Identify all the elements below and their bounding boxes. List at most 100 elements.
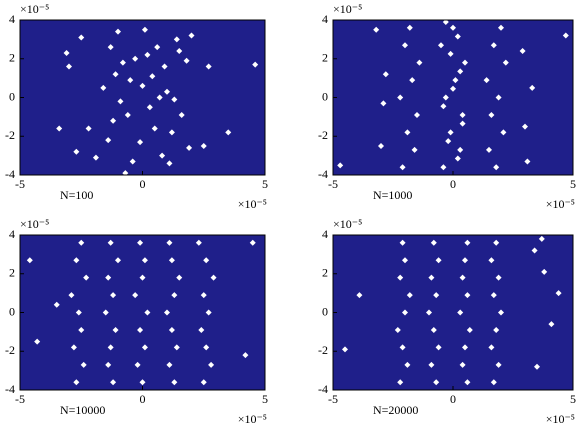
- data-point: [488, 257, 495, 264]
- data-point: [459, 361, 466, 368]
- data-point: [430, 326, 437, 333]
- plot-area: [333, 235, 573, 390]
- data-point: [164, 88, 170, 95]
- data-point: [203, 257, 210, 264]
- y-tick-label: 2: [9, 266, 15, 280]
- data-point: [457, 68, 464, 75]
- data-point: [397, 274, 404, 281]
- data-point: [538, 235, 545, 242]
- x-tick-label: 0: [140, 177, 146, 191]
- y-tick-label: -4: [5, 382, 15, 396]
- y-tick-label: -2: [318, 128, 328, 142]
- data-point: [141, 344, 148, 351]
- data-point: [80, 361, 87, 368]
- data-point: [139, 274, 146, 281]
- y-multiplier: ×10⁻⁵: [333, 217, 362, 231]
- data-point: [151, 125, 158, 132]
- y-tick-label: -2: [318, 343, 328, 357]
- data-point: [426, 309, 432, 316]
- data-point: [433, 379, 440, 386]
- y-tick-label: -4: [318, 167, 328, 181]
- data-point: [78, 239, 85, 246]
- data-point: [457, 309, 464, 316]
- y-tick-label: 4: [9, 12, 15, 26]
- data-point: [394, 326, 401, 333]
- data-point: [464, 379, 471, 386]
- data-point: [459, 274, 466, 281]
- data-point: [555, 290, 562, 297]
- data-point: [488, 111, 495, 118]
- data-point: [73, 379, 80, 386]
- data-point: [428, 361, 435, 368]
- data-point: [500, 129, 507, 136]
- panel: -4 -2 0 2 4 -5 0 5 ×10⁻⁵ ×10⁻⁵ N=20000: [318, 217, 576, 425]
- data-point: [430, 239, 437, 246]
- data-point: [490, 42, 497, 49]
- data-point: [112, 71, 119, 78]
- data-point: [454, 33, 461, 40]
- data-point: [127, 77, 134, 84]
- data-point: [529, 84, 536, 91]
- data-point: [462, 59, 468, 66]
- data-point: [205, 63, 212, 70]
- data-point: [168, 129, 175, 136]
- data-point: [452, 77, 459, 84]
- data-point: [399, 164, 406, 171]
- data-point: [464, 239, 471, 246]
- data-point: [73, 257, 80, 264]
- data-point: [402, 257, 408, 264]
- x-tick-label: 0: [140, 392, 146, 406]
- data-point: [198, 326, 205, 333]
- data-point: [173, 344, 180, 351]
- data-point: [164, 309, 170, 316]
- y-tick-label: 0: [322, 304, 328, 318]
- data-point: [502, 59, 509, 66]
- data-point: [440, 103, 447, 110]
- data-point: [83, 274, 90, 281]
- data-point: [115, 28, 121, 35]
- data-point: [144, 51, 151, 58]
- data-point: [447, 50, 454, 57]
- y-tick-label: 0: [9, 304, 15, 318]
- data-point: [161, 63, 168, 70]
- y-tick-label: -2: [5, 128, 15, 142]
- data-point: [200, 292, 207, 299]
- data-point: [490, 379, 497, 386]
- y-tick-label: 0: [9, 89, 15, 103]
- x-multiplier: ×10⁻⁵: [546, 197, 575, 211]
- data-point: [459, 120, 466, 127]
- data-point: [102, 309, 109, 316]
- data-point: [534, 363, 540, 370]
- data-point: [200, 379, 207, 386]
- data-point: [442, 94, 449, 101]
- data-point: [107, 239, 114, 246]
- data-point: [205, 309, 212, 316]
- data-point: [107, 44, 114, 51]
- data-point: [450, 24, 456, 31]
- data-point: [438, 42, 444, 49]
- data-point: [63, 49, 70, 56]
- x-tick-label: 5: [570, 177, 576, 191]
- data-point: [498, 24, 504, 31]
- data-point: [447, 129, 454, 136]
- data-point: [462, 257, 468, 264]
- data-point: [154, 44, 161, 51]
- data-point: [488, 344, 495, 351]
- data-point: [450, 85, 456, 92]
- data-point: [225, 129, 232, 136]
- y-multiplier: ×10⁻⁵: [333, 2, 362, 16]
- panel: -4 -2 0 2 4 -5 0 5 ×10⁻⁵ ×10⁻⁵ N=100: [5, 2, 268, 211]
- data-point: [356, 292, 363, 299]
- data-point: [149, 73, 156, 80]
- x-tick-label: -5: [15, 392, 25, 406]
- data-point: [112, 326, 119, 333]
- data-point: [406, 24, 413, 31]
- data-point: [404, 129, 411, 136]
- data-point: [173, 36, 180, 43]
- data-point: [397, 379, 404, 386]
- data-point: [137, 139, 144, 146]
- panel: -4 -2 0 2 4 -5 0 5 ×10⁻⁵ ×10⁻⁵ N=10000: [5, 217, 268, 425]
- data-point: [399, 344, 406, 351]
- data-point: [171, 292, 178, 299]
